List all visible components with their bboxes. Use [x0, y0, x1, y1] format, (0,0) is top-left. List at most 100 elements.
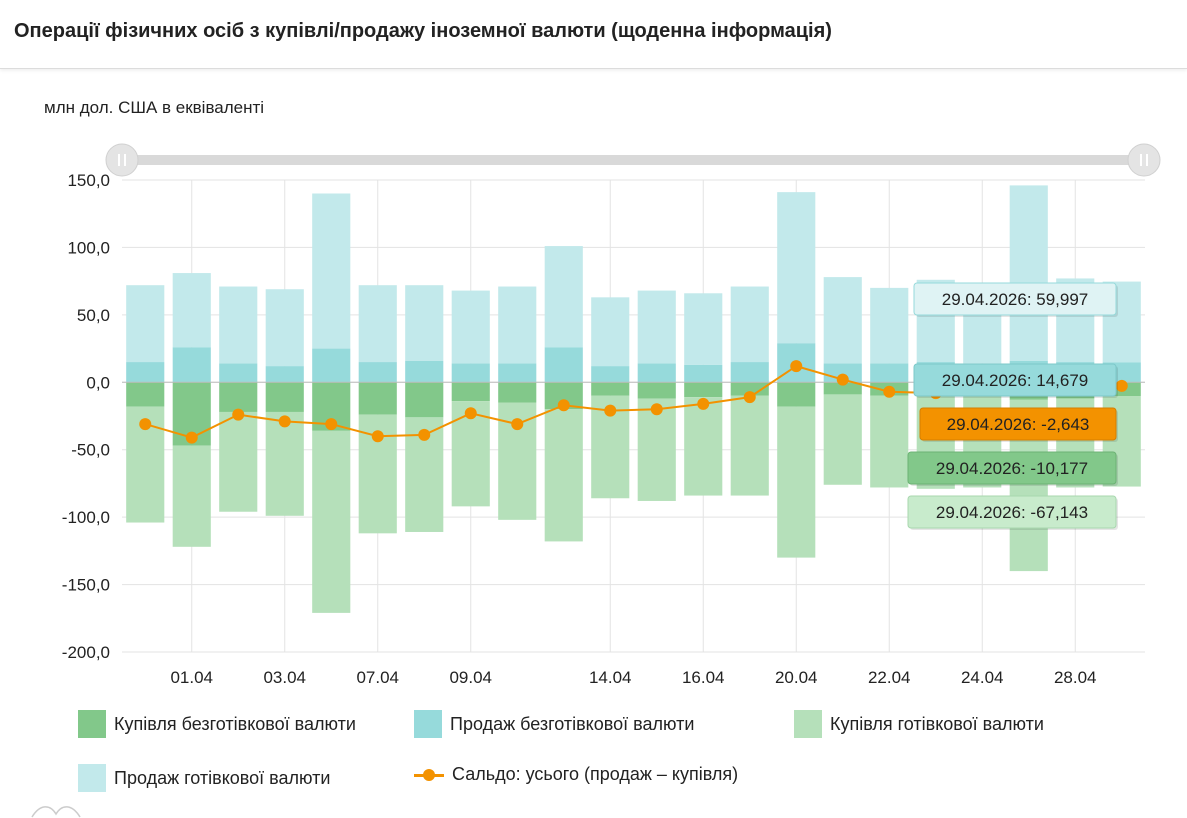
tooltip-sell_cash: [913, 282, 1117, 316]
bar-sell-cash[interactable]: [544, 246, 583, 348]
range-handle-right[interactable]: [1127, 143, 1161, 177]
bar-buy-noncash[interactable]: [126, 382, 165, 407]
bar-buy-cash[interactable]: [172, 445, 211, 547]
bar-buy-cash[interactable]: [312, 430, 351, 613]
brand-logo-icon: [31, 806, 81, 818]
bar-buy-cash[interactable]: [777, 406, 816, 558]
legend-item-buy-noncash[interactable]: Купівля безготівкової валюти: [78, 710, 356, 738]
legend-item-buy-cash[interactable]: Купівля готівкової валюти: [794, 710, 1044, 738]
bar-sell-noncash[interactable]: [451, 363, 490, 383]
bar-sell-cash[interactable]: [172, 273, 211, 348]
bar-buy-cash[interactable]: [544, 409, 583, 542]
range-handle-left[interactable]: [105, 143, 139, 177]
bar-sell-noncash[interactable]: [637, 363, 676, 383]
bar-buy-noncash[interactable]: [219, 382, 258, 412]
legend-label-buy-cash: Купівля готівкової валюти: [830, 713, 1044, 734]
legend-swatch-sell-noncash: [414, 710, 442, 738]
balance-point[interactable]: [883, 385, 896, 398]
bar-buy-noncash[interactable]: [451, 382, 490, 402]
bar-sell-noncash[interactable]: [498, 363, 537, 383]
balance-point[interactable]: [557, 399, 570, 412]
bar-sell-noncash[interactable]: [358, 362, 397, 383]
balance-point[interactable]: [371, 430, 384, 443]
legend-swatch-sell-cash: [78, 764, 106, 792]
bar-sell-cash[interactable]: [870, 287, 909, 364]
bar-buy-noncash[interactable]: [591, 382, 630, 396]
balance-point[interactable]: [743, 391, 756, 404]
bar-sell-noncash[interactable]: [870, 363, 909, 383]
bar-buy-noncash[interactable]: [823, 382, 862, 395]
bar-buy-cash[interactable]: [637, 398, 676, 501]
bar-buy-noncash[interactable]: [637, 382, 676, 399]
legend-label-sell-noncash: Продаж безготівкової валюти: [450, 713, 695, 734]
y-tick-label: 50,0: [77, 306, 110, 325]
bar-sell-cash[interactable]: [637, 290, 676, 364]
bar-buy-noncash[interactable]: [358, 382, 397, 415]
bar-sell-noncash[interactable]: [684, 364, 723, 383]
legend-label-balance: Сальдо: усього (продаж – купівля): [452, 764, 739, 784]
balance-point[interactable]: [185, 431, 198, 444]
balance-point[interactable]: [325, 418, 338, 431]
tooltip-text: 29.04.2026: -2,643: [947, 415, 1090, 434]
bar-buy-noncash[interactable]: [498, 382, 537, 403]
bar-sell-noncash[interactable]: [126, 362, 165, 383]
bar-sell-noncash[interactable]: [312, 348, 351, 383]
y-tick-label: -100,0: [62, 508, 110, 527]
bar-buy-cash[interactable]: [684, 397, 723, 496]
balance-point[interactable]: [232, 408, 245, 421]
bar-sell-cash[interactable]: [684, 293, 723, 365]
bar-sell-cash[interactable]: [730, 286, 769, 363]
balance-point[interactable]: [511, 418, 524, 431]
bar-buy-cash[interactable]: [730, 395, 769, 496]
bar-sell-cash[interactable]: [591, 297, 630, 367]
bar-sell-cash[interactable]: [777, 192, 816, 344]
x-tick-label: 03.04: [263, 668, 306, 687]
balance-point[interactable]: [139, 418, 152, 431]
bar-buy-noncash[interactable]: [730, 382, 769, 396]
bar-sell-cash[interactable]: [126, 285, 165, 363]
balance-point[interactable]: [836, 373, 849, 386]
bar-sell-cash[interactable]: [219, 286, 258, 364]
legend-item-balance[interactable]: Сальдо: усього (продаж – купівля): [414, 764, 738, 785]
bar-sell-cash[interactable]: [823, 277, 862, 364]
header-bar: Операції фізичних осіб з купівлі/продажу…: [0, 0, 1187, 69]
bar-sell-noncash[interactable]: [730, 362, 769, 383]
bar-sell-cash[interactable]: [1009, 185, 1048, 361]
bar-sell-cash[interactable]: [312, 193, 351, 349]
balance-point[interactable]: [1115, 379, 1128, 392]
bar-buy-cash[interactable]: [265, 411, 304, 516]
balance-point[interactable]: [418, 428, 431, 441]
bar-sell-noncash[interactable]: [265, 366, 304, 383]
range-scrollbar-track[interactable]: [122, 155, 1144, 165]
bar-sell-cash[interactable]: [498, 286, 537, 364]
bar-sell-cash[interactable]: [451, 290, 490, 364]
balance-point[interactable]: [464, 407, 477, 420]
balance-point[interactable]: [697, 397, 710, 410]
bar-buy-noncash[interactable]: [265, 382, 304, 412]
bar-buy-cash[interactable]: [219, 411, 258, 512]
legend-line-balance: [414, 766, 444, 784]
x-tick-label: 22.04: [868, 668, 911, 687]
bar-buy-noncash[interactable]: [684, 382, 723, 398]
balance-point[interactable]: [650, 403, 663, 416]
legend-item-sell-cash[interactable]: Продаж готівкової валюти: [78, 764, 330, 792]
y-tick-label: 0,0: [86, 373, 110, 392]
page-title: Операції фізичних осіб з купівлі/продажу…: [14, 20, 832, 42]
legend-item-sell-noncash[interactable]: Продаж безготівкової валюти: [414, 710, 694, 738]
bar-sell-noncash[interactable]: [219, 363, 258, 383]
bar-sell-noncash[interactable]: [405, 360, 444, 383]
bar-sell-cash[interactable]: [358, 285, 397, 363]
bar-sell-cash[interactable]: [405, 285, 444, 361]
bar-sell-noncash[interactable]: [591, 366, 630, 383]
bar-buy-noncash[interactable]: [405, 382, 444, 418]
bar-buy-cash[interactable]: [870, 395, 909, 488]
balance-point[interactable]: [278, 415, 291, 428]
balance-point[interactable]: [790, 360, 803, 373]
bar-buy-noncash[interactable]: [777, 382, 816, 407]
bar-sell-noncash[interactable]: [172, 347, 211, 383]
bar-sell-noncash[interactable]: [544, 347, 583, 383]
balance-point[interactable]: [604, 404, 617, 417]
tooltip-sell_noncash: [913, 363, 1117, 397]
bar-buy-cash[interactable]: [823, 394, 862, 485]
bar-sell-cash[interactable]: [265, 289, 304, 367]
